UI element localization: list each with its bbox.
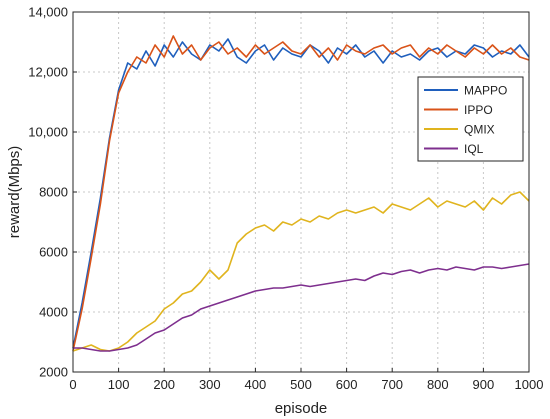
y-tick-label: 14,000: [28, 5, 68, 20]
y-tick-label: 8000: [39, 185, 68, 200]
legend-label-qmix: QMIX: [464, 123, 495, 137]
x-tick-label: 400: [245, 377, 267, 392]
y-tick-label: 2000: [39, 365, 68, 380]
series-line-qmix: [72, 191, 530, 352]
x-tick-label: 100: [108, 377, 130, 392]
legend-label-ippo: IPPO: [464, 103, 493, 117]
y-tick-label: 6000: [39, 245, 68, 260]
x-tick-label: 1000: [515, 377, 544, 392]
axis-ticks: 0 100 200 300 400 500 600 700 800 900 1000 2000 4000…: [28, 5, 543, 393]
x-tick-label: 500: [290, 377, 312, 392]
legend: MAPPO IPPO QMIX IQL: [417, 76, 524, 162]
legend-box: [417, 76, 524, 162]
x-tick-label: 300: [199, 377, 221, 392]
series-line-iql: [73, 263, 530, 352]
y-tick-label: 10,000: [28, 125, 68, 140]
legend-label-iql: IQL: [464, 142, 484, 156]
y-tick-label: 4000: [39, 305, 68, 320]
x-tick-label: 700: [381, 377, 403, 392]
x-axis-title: episode: [275, 400, 328, 417]
x-tick-label: 0: [69, 377, 76, 392]
series-line-ippo: [72, 35, 530, 352]
series-layer: [72, 35, 530, 352]
y-tick-label: 12,000: [28, 65, 68, 80]
x-tick-label: 200: [153, 377, 175, 392]
y-axis-title: reward(Mbps): [6, 146, 23, 239]
x-tick-label: 900: [473, 377, 495, 392]
grid-lines: [73, 12, 529, 372]
legend-label-mappo: MAPPO: [464, 84, 507, 98]
x-tick-label: 600: [336, 377, 358, 392]
x-tick-label: 800: [427, 377, 449, 392]
